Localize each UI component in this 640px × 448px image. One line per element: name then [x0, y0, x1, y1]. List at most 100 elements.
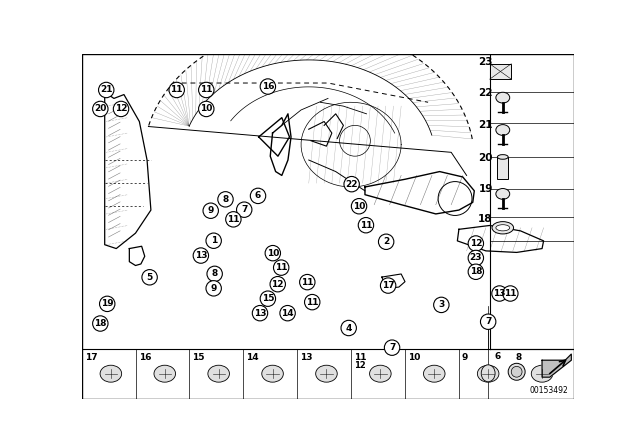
Text: 13: 13	[493, 289, 506, 298]
Text: 20: 20	[94, 104, 106, 113]
Text: 5: 5	[147, 273, 153, 282]
Text: 16: 16	[262, 82, 274, 91]
Text: 10: 10	[200, 104, 212, 113]
Circle shape	[206, 233, 221, 249]
Ellipse shape	[208, 365, 230, 382]
Ellipse shape	[496, 92, 509, 103]
Circle shape	[260, 291, 276, 306]
Ellipse shape	[492, 222, 513, 234]
Ellipse shape	[496, 225, 509, 231]
Text: 6: 6	[255, 191, 261, 200]
Ellipse shape	[262, 365, 284, 382]
Circle shape	[93, 316, 108, 331]
Circle shape	[273, 260, 289, 276]
Text: 11: 11	[227, 215, 239, 224]
Circle shape	[237, 202, 252, 217]
Circle shape	[113, 101, 129, 116]
Text: 15: 15	[193, 353, 205, 362]
Text: 19: 19	[479, 184, 493, 194]
Text: 2: 2	[383, 237, 389, 246]
Text: 10: 10	[408, 353, 420, 362]
Text: 11: 11	[360, 221, 372, 230]
Text: 15: 15	[262, 294, 274, 303]
Text: 7: 7	[485, 317, 492, 326]
Text: 13: 13	[253, 309, 266, 318]
Text: 17: 17	[84, 353, 97, 362]
Text: 17: 17	[382, 281, 394, 290]
Ellipse shape	[154, 365, 175, 382]
Bar	[497, 157, 508, 178]
Text: 11: 11	[275, 263, 287, 272]
Text: 3: 3	[438, 301, 444, 310]
Circle shape	[169, 82, 184, 98]
Circle shape	[142, 270, 157, 285]
Circle shape	[358, 218, 374, 233]
Text: 8: 8	[222, 195, 228, 204]
Text: 23: 23	[478, 57, 493, 67]
Circle shape	[385, 340, 400, 355]
Ellipse shape	[497, 155, 508, 159]
Text: 8: 8	[516, 353, 522, 362]
Circle shape	[468, 264, 484, 280]
Circle shape	[198, 82, 214, 98]
Circle shape	[434, 297, 449, 313]
Circle shape	[492, 286, 507, 301]
Text: 13: 13	[300, 353, 313, 362]
Ellipse shape	[496, 125, 509, 135]
Text: 9: 9	[207, 206, 214, 215]
Text: 20: 20	[478, 154, 493, 164]
Ellipse shape	[316, 365, 337, 382]
Text: 21: 21	[100, 86, 113, 95]
Ellipse shape	[477, 365, 499, 382]
Text: 9: 9	[462, 353, 468, 362]
Text: 8: 8	[212, 269, 218, 278]
Circle shape	[203, 203, 218, 219]
Circle shape	[206, 280, 221, 296]
Circle shape	[468, 236, 484, 251]
Text: 16: 16	[139, 353, 151, 362]
Circle shape	[378, 234, 394, 250]
Text: 14: 14	[281, 309, 294, 318]
Bar	[490, 64, 511, 79]
Ellipse shape	[424, 365, 445, 382]
Polygon shape	[542, 354, 572, 377]
Circle shape	[198, 101, 214, 116]
Circle shape	[280, 306, 295, 321]
Circle shape	[250, 188, 266, 203]
Ellipse shape	[511, 366, 522, 377]
Circle shape	[270, 276, 285, 292]
Circle shape	[468, 250, 484, 266]
Text: 12: 12	[354, 361, 366, 370]
Text: 11: 11	[301, 278, 314, 287]
Text: 22: 22	[478, 88, 493, 98]
Circle shape	[226, 211, 241, 227]
Circle shape	[344, 177, 359, 192]
Text: 9: 9	[211, 284, 217, 293]
Circle shape	[305, 294, 320, 310]
Text: 7: 7	[241, 205, 248, 214]
Circle shape	[300, 275, 315, 290]
Text: 00153492: 00153492	[529, 386, 568, 395]
Ellipse shape	[369, 365, 391, 382]
Circle shape	[99, 82, 114, 98]
Text: 12: 12	[470, 239, 482, 248]
Circle shape	[207, 266, 222, 281]
Ellipse shape	[481, 365, 495, 382]
Text: 10: 10	[267, 249, 279, 258]
Ellipse shape	[100, 365, 122, 382]
Text: 11: 11	[354, 353, 367, 362]
Text: 11: 11	[200, 86, 212, 95]
Text: 12: 12	[115, 104, 127, 113]
Text: 11: 11	[306, 297, 319, 306]
Ellipse shape	[508, 363, 525, 380]
Text: 12: 12	[271, 280, 284, 289]
Text: 23: 23	[470, 254, 482, 263]
Text: 19: 19	[101, 299, 113, 308]
Circle shape	[380, 278, 396, 293]
Text: 1: 1	[211, 236, 217, 245]
Text: 18: 18	[94, 319, 107, 328]
Circle shape	[502, 286, 518, 301]
Circle shape	[265, 246, 280, 261]
Text: 14: 14	[246, 353, 259, 362]
Circle shape	[193, 248, 209, 263]
